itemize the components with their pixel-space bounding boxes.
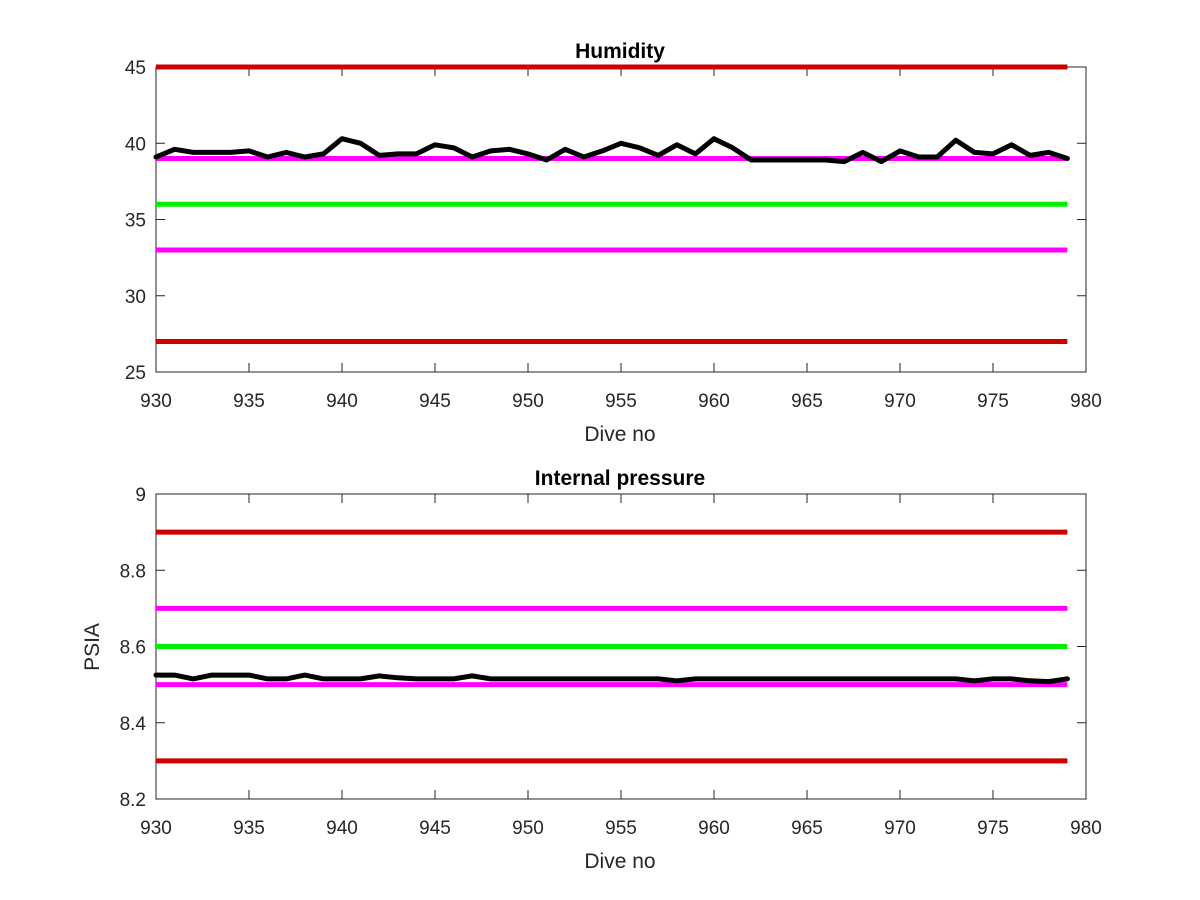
humidity-chart-xtick-label: 935 bbox=[233, 391, 265, 412]
pressure-chart: Internal pressure 930 935 940 945 950 955 960 9… bbox=[81, 467, 1102, 873]
humidity-chart-xtick-label: 940 bbox=[326, 391, 358, 412]
humidity-chart-xtick-label: 970 bbox=[884, 391, 916, 412]
pressure-chart-ylabel: PSIA bbox=[81, 623, 104, 671]
humidity-chart-xtick-label: 945 bbox=[419, 391, 451, 412]
humidity-chart-xtick-label: 975 bbox=[977, 391, 1009, 412]
humidity-chart-series-line bbox=[153, 136, 1070, 165]
humidity-chart-ytick-label: 30 bbox=[125, 287, 146, 308]
pressure-chart-ytick-label: 8.6 bbox=[120, 638, 146, 659]
pressure-chart-ytick-label: 8.4 bbox=[120, 714, 147, 735]
pressure-chart-xlabel: Dive no bbox=[584, 850, 655, 873]
humidity-chart-ytick-label: 45 bbox=[125, 58, 146, 79]
pressure-chart-xtick-label: 935 bbox=[233, 818, 265, 839]
pressure-chart-ytick-label: 8.8 bbox=[120, 561, 146, 582]
pressure-chart-xtick-label: 940 bbox=[326, 818, 358, 839]
pressure-chart-xtick-label: 950 bbox=[512, 818, 544, 839]
humidity-chart-plot: 930 935 940 945 950 955 960 965 970 975 980 25 30 35 4… bbox=[125, 58, 1102, 412]
humidity-chart-xtick-label: 965 bbox=[791, 391, 823, 412]
humidity-chart-xtick-label: 930 bbox=[140, 391, 172, 412]
pressure-chart-xtick-label: 975 bbox=[977, 818, 1009, 839]
pressure-chart-ytick-label: 8.2 bbox=[120, 790, 146, 811]
pressure-chart-xtick-label: 960 bbox=[698, 818, 730, 839]
pressure-chart-xtick-label: 945 bbox=[419, 818, 451, 839]
pressure-chart-plot: 930 935 940 945 950 955 960 965 970 975 980 8.2 8.4 8… bbox=[120, 485, 1102, 839]
humidity-chart-ytick-label: 25 bbox=[125, 363, 146, 384]
humidity-chart-xtick-label: 955 bbox=[605, 391, 637, 412]
pressure-chart-series-line bbox=[153, 672, 1070, 685]
humidity-chart-ytick-label: 40 bbox=[125, 134, 146, 155]
humidity-chart-xtick-label: 950 bbox=[512, 391, 544, 412]
pressure-chart-xtick-label: 955 bbox=[605, 818, 637, 839]
pressure-chart-xtick-label: 980 bbox=[1070, 818, 1102, 839]
humidity-chart-xtick-label: 980 bbox=[1070, 391, 1102, 412]
humidity-chart-xtick-label: 960 bbox=[698, 391, 730, 412]
humidity-chart-title: Humidity bbox=[575, 40, 665, 63]
humidity-chart-xlabel: Dive no bbox=[584, 423, 655, 446]
pressure-chart-xtick-label: 965 bbox=[791, 818, 823, 839]
pressure-chart-xtick-label: 930 bbox=[140, 818, 172, 839]
humidity-chart-ytick-label: 35 bbox=[125, 211, 146, 232]
pressure-chart-xtick-label: 970 bbox=[884, 818, 916, 839]
pressure-chart-title: Internal pressure bbox=[535, 467, 705, 490]
pressure-chart-ytick-label: 9 bbox=[135, 485, 146, 506]
humidity-chart: Humidity 930 935 940 945 950 955 960 965 970 975 9… bbox=[125, 40, 1102, 446]
